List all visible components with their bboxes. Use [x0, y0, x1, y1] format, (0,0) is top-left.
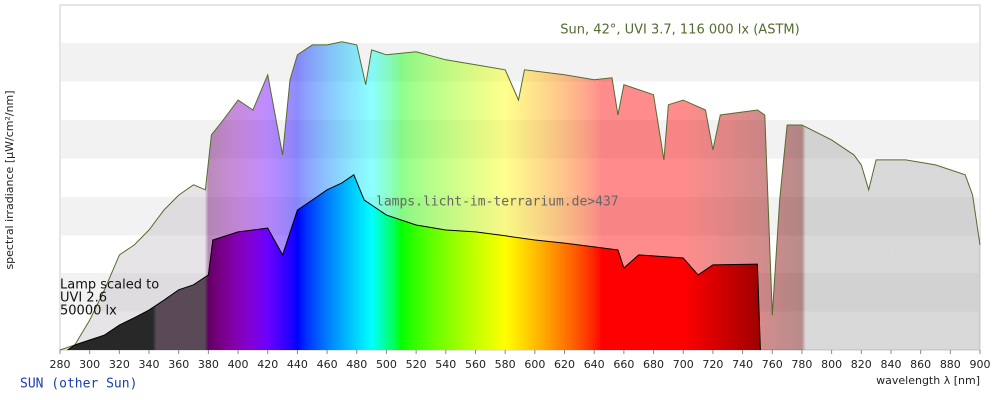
lamp-annotation: UVI 2.6: [60, 291, 107, 306]
x-tick-label: 660: [613, 358, 634, 371]
series-line: [67, 174, 761, 351]
x-tick-label: 620: [554, 358, 575, 371]
x-tick-label: 500: [376, 358, 397, 371]
grid-band: [61, 43, 979, 82]
x-tick-label: 280: [50, 358, 71, 371]
x-tick-label: 900: [970, 358, 991, 371]
x-tick-label: 600: [524, 358, 545, 371]
x-tick-label: 400: [228, 358, 249, 371]
x-axis-label: wavelength λ [nm]: [876, 374, 980, 387]
x-tick-label: 560: [465, 358, 486, 371]
x-tick-label: 580: [495, 358, 516, 371]
x-tick-label: 880: [940, 358, 961, 371]
series-line: [59, 41, 981, 351]
x-tick-label: 440: [287, 358, 308, 371]
x-tick-label: 360: [168, 358, 189, 371]
lamp-annotation: 50000 lx: [60, 304, 117, 319]
x-tick-label: 420: [257, 358, 278, 371]
sun-annotation: Sun, 42°, UVI 3.7, 116 000 lx (ASTM): [560, 23, 799, 38]
x-tick-label: 760: [762, 358, 783, 371]
y-axis-label: spectral irradiance [µW/cm²/nm]: [3, 90, 16, 269]
x-tick-label: 520: [406, 358, 427, 371]
x-tick-label: 800: [821, 358, 842, 371]
marks: [59, 41, 981, 351]
x-tick-label: 540: [435, 358, 456, 371]
x-tick-label: 460: [317, 358, 338, 371]
x-tick-label: 380: [198, 358, 219, 371]
x-tick-label: 320: [109, 358, 130, 371]
watermark: lamps.licht-im-terrarium.de>437: [376, 195, 619, 210]
x-tick-label: 820: [851, 358, 872, 371]
footer-label: SUN (other Sun): [20, 377, 137, 392]
lamp-annotation: Lamp scaled to: [60, 278, 159, 293]
x-tick-label: 480: [346, 358, 367, 371]
x-tick-label: 720: [702, 358, 723, 371]
x-tick-label: 300: [79, 358, 100, 371]
x-tick-label: 840: [880, 358, 901, 371]
x-tick-label: 860: [910, 358, 931, 371]
x-tick-label: 780: [791, 358, 812, 371]
x-tick-label: 340: [139, 358, 160, 371]
x-tick-label: 680: [643, 358, 664, 371]
x-tick-label: 700: [673, 358, 694, 371]
area-fill: [67, 174, 761, 350]
x-tick-label: 740: [732, 358, 753, 371]
x-tick-label: 640: [584, 358, 605, 371]
